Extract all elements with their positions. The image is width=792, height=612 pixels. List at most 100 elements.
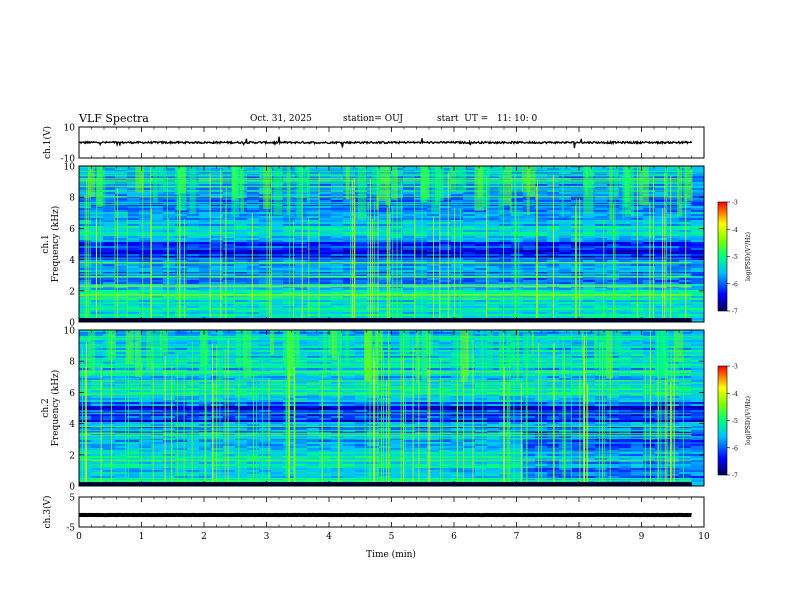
spectrogram-cell xyxy=(511,266,524,269)
spectrogram-cell xyxy=(139,232,152,235)
spectrogram-cell xyxy=(103,254,116,257)
spectrogram-cell xyxy=(667,280,680,283)
spectrogram-cell xyxy=(499,234,512,237)
spectrogram-cell xyxy=(319,278,332,281)
spectrogram-cell xyxy=(127,204,140,207)
spectrogram-cell xyxy=(655,252,668,255)
spectrogram-cell xyxy=(103,218,116,221)
spectrogram-cell xyxy=(91,260,104,263)
spectrogram-cell xyxy=(91,330,104,333)
spectrogram-cell xyxy=(223,194,236,197)
spectrogram-cell xyxy=(403,298,416,301)
spectrogram-cell xyxy=(571,242,584,245)
spectrogram-cell xyxy=(91,312,104,315)
spectrogram-cell xyxy=(115,292,128,295)
spectrogram-cell xyxy=(367,270,380,273)
spectrogram-cell xyxy=(355,348,368,351)
spectrogram-cell xyxy=(475,298,488,301)
spectrogram-cell xyxy=(199,252,212,255)
spectrogram-cell xyxy=(499,260,512,263)
spectrogram-cell xyxy=(151,210,164,213)
spectrogram-cell xyxy=(535,334,548,337)
spectrogram-cell xyxy=(463,210,476,213)
spectrogram-cell xyxy=(367,308,380,311)
spectrogram-cell xyxy=(571,310,584,313)
spectrogram-cell xyxy=(163,216,176,219)
spectrogram-cell xyxy=(331,204,344,207)
spectrogram-cell xyxy=(127,286,140,289)
spectrogram-cell xyxy=(403,314,416,317)
spectrogram-cell xyxy=(403,220,416,223)
spectrogram-cell xyxy=(679,232,692,235)
spectrogram-cell xyxy=(559,288,572,291)
spectrogram-cell xyxy=(199,226,212,229)
spectrogram-cell xyxy=(643,296,656,299)
spectrogram-cell xyxy=(259,330,272,333)
spectrogram-cell xyxy=(151,216,164,219)
spectrogram-cell xyxy=(499,204,512,207)
spectrogram-cell xyxy=(559,248,572,251)
spectrogram-cell xyxy=(103,266,116,269)
spectrogram-cell xyxy=(403,258,416,261)
spectrogram-cell xyxy=(283,300,296,303)
spectrogram-cell xyxy=(439,206,452,209)
spectrogram-cell xyxy=(235,312,248,315)
spectrogram-cell xyxy=(319,276,332,279)
spectrogram-cell xyxy=(79,332,92,335)
spectrogram-cell xyxy=(655,202,668,205)
spectrogram-cell xyxy=(439,166,452,169)
spectrogram-cell xyxy=(571,332,584,335)
spectrogram-cell xyxy=(115,296,128,299)
spectrogram-cell xyxy=(103,246,116,249)
spectrogram-cell xyxy=(271,234,284,237)
spectrogram-cell xyxy=(355,240,368,243)
spectrogram-cell xyxy=(127,302,140,305)
spectrogram-cell xyxy=(199,258,212,261)
spectrogram-cell xyxy=(91,348,104,351)
spectrogram-cell xyxy=(319,306,332,309)
spectrogram-cell xyxy=(463,260,476,263)
spectrogram-cell xyxy=(355,296,368,299)
spectrogram-cell xyxy=(139,198,152,201)
spectrogram-cell xyxy=(103,250,116,253)
spectrogram-cell xyxy=(91,316,104,319)
spectrogram-cell xyxy=(499,206,512,209)
spectrogram-cell xyxy=(475,232,488,235)
spectrogram-cell xyxy=(595,300,608,303)
spectrogram-cell xyxy=(163,332,176,335)
spectrogram-cell xyxy=(547,166,560,169)
spectrogram-cell xyxy=(343,306,356,309)
spectrogram-cell xyxy=(403,242,416,245)
spectrogram-cell xyxy=(595,314,608,317)
spectrogram-cell xyxy=(379,218,392,221)
spectrogram-cell xyxy=(667,176,680,179)
spectrogram-cell xyxy=(475,312,488,315)
spectrogram-cell xyxy=(403,266,416,269)
spectrogram-cell xyxy=(163,268,176,271)
spectrogram-cell xyxy=(355,312,368,315)
spectrogram-cell xyxy=(199,246,212,249)
spectrogram-cell xyxy=(487,230,500,233)
spectrogram-cell xyxy=(583,278,596,281)
sferic-patch xyxy=(622,166,625,219)
spectrogram-cell xyxy=(187,214,200,217)
spectrogram-cell xyxy=(595,206,608,209)
spectrogram-cell xyxy=(115,302,128,305)
spectrogram-cell xyxy=(403,306,416,309)
spectrogram-cell xyxy=(523,316,536,319)
spectrogram-cell xyxy=(199,230,212,233)
spectrogram-cell xyxy=(535,280,548,283)
spectrogram-cell xyxy=(583,260,596,263)
spectrogram-cell xyxy=(559,296,572,299)
spectrogram-cell xyxy=(175,288,188,291)
spectrogram-cell xyxy=(655,222,668,225)
spectrogram-cell xyxy=(259,308,272,311)
spectrogram-cell xyxy=(223,338,236,341)
spectrogram-cell xyxy=(643,238,656,241)
spectrogram-cell xyxy=(643,298,656,301)
spectrogram-cell xyxy=(187,306,200,309)
spectrogram-cell xyxy=(655,192,668,195)
spectrogram-cell xyxy=(463,198,476,201)
spectrogram-cell xyxy=(127,216,140,219)
spectrogram-cell xyxy=(451,294,464,297)
